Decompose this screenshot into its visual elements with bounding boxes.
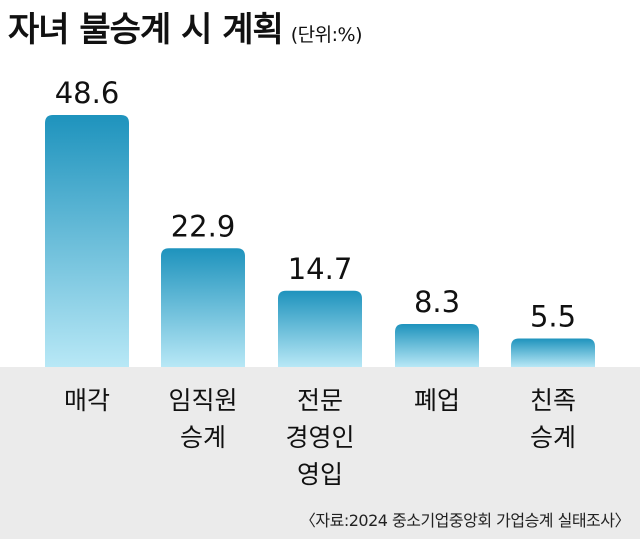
value-labels-group: 48.6 22.9 14.7 8.3 5.5 [55, 76, 576, 333]
value-label-3: 14.7 [288, 252, 353, 286]
category-label-3-line-2: 경영인 [285, 423, 354, 452]
source-note: 〈자료:2024 중소기업중앙회 가업승계 실태조사〉 [299, 511, 631, 530]
value-label-1: 48.6 [55, 76, 120, 110]
category-label-4-line-1: 폐업 [414, 386, 460, 415]
bar-5 [511, 338, 595, 367]
category-label-2-line-2: 승계 [180, 423, 226, 452]
category-band [0, 367, 640, 539]
category-label-3-line-1: 전문 [297, 386, 343, 415]
bar-4 [395, 323, 479, 367]
category-label-3-line-3: 영입 [297, 460, 343, 489]
value-label-2: 22.9 [171, 209, 236, 243]
value-label-4: 8.3 [414, 285, 460, 319]
category-label-2-line-1: 임직원 [168, 386, 237, 415]
category-label-5-line-1: 친족 [530, 386, 576, 415]
bar-3 [278, 290, 362, 367]
category-label-1-line-1: 매각 [64, 386, 110, 415]
bar-1 [45, 115, 129, 367]
category-label-5-line-2: 승계 [530, 423, 576, 452]
title-row: 자녀 불승계 시 계획 (단위:%) [8, 2, 363, 50]
chart-title: 자녀 불승계 시 계획 [8, 10, 284, 50]
bars-group [45, 115, 595, 367]
value-label-5: 5.5 [530, 299, 576, 333]
bar-2 [161, 248, 245, 367]
unit-label: (단위:%) [290, 24, 363, 46]
